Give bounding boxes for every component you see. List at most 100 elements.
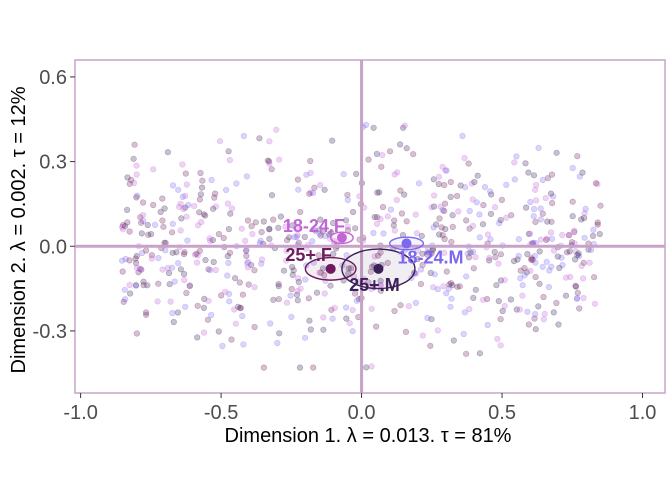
data-point [183, 213, 190, 220]
data-point [134, 192, 141, 199]
data-point [365, 279, 372, 286]
data-point [494, 335, 501, 343]
data-point [368, 363, 375, 370]
data-point [448, 295, 455, 302]
data-point [443, 167, 450, 174]
data-point [320, 326, 327, 333]
centroid-18-24.F [336, 232, 347, 243]
data-point [175, 260, 182, 267]
data-point [428, 204, 435, 211]
data-point [182, 192, 189, 199]
data-point [119, 226, 127, 233]
data-point [539, 210, 546, 217]
data-point [159, 266, 166, 273]
data-point [182, 204, 189, 211]
data-point [571, 256, 579, 263]
data-point [511, 176, 518, 183]
data-point [170, 318, 177, 326]
data-point [305, 295, 312, 302]
data-point [414, 255, 421, 263]
data-point [140, 199, 147, 206]
data-point [441, 207, 448, 215]
y-tick-label: 0.0 [39, 236, 67, 258]
data-point [495, 298, 502, 305]
x-tick-label: 1.0 [629, 402, 657, 424]
data-point [118, 223, 126, 231]
data-point [245, 281, 252, 288]
data-point [310, 189, 317, 197]
data-point [169, 249, 176, 256]
data-point [373, 150, 381, 157]
data-point [344, 223, 351, 230]
data-point [267, 320, 274, 327]
data-point [535, 144, 542, 151]
data-point [133, 252, 140, 260]
data-point [140, 212, 147, 219]
data-point [412, 299, 420, 307]
data-point [194, 222, 202, 229]
data-point [133, 264, 141, 272]
data-point [171, 278, 178, 285]
data-point [447, 193, 454, 200]
data-point [575, 253, 583, 260]
data-point [283, 247, 290, 254]
data-point [282, 223, 289, 230]
data-point [415, 180, 423, 187]
data-point [550, 309, 557, 316]
data-point [294, 275, 302, 282]
data-point [183, 181, 190, 188]
data-point [531, 315, 538, 322]
data-point [537, 205, 544, 212]
data-point [537, 216, 544, 223]
data-point [424, 314, 431, 322]
data-point [238, 225, 245, 232]
data-point [573, 295, 581, 302]
data-point [574, 289, 581, 297]
data-point [448, 238, 455, 245]
data-point [294, 176, 302, 183]
data-point [405, 303, 413, 310]
data-point [260, 218, 267, 225]
data-point [331, 304, 338, 312]
data-point [151, 221, 159, 228]
category-label-25+.M: 25+.M [349, 275, 400, 295]
data-point [371, 253, 378, 260]
data-point [417, 266, 425, 273]
data-point [443, 268, 450, 275]
data-point [501, 276, 508, 284]
data-point [316, 226, 323, 233]
data-point [249, 230, 256, 238]
data-point [525, 230, 533, 237]
data-point [535, 303, 542, 310]
data-point [225, 259, 232, 267]
data-point [312, 227, 319, 234]
data-point [276, 330, 283, 337]
data-point [541, 310, 548, 318]
data-point [275, 283, 282, 290]
data-point [578, 216, 585, 223]
data-point [307, 326, 314, 333]
data-point [581, 210, 588, 217]
data-point [258, 256, 266, 263]
data-point [549, 193, 557, 200]
data-point [210, 258, 217, 266]
data-point [297, 208, 304, 216]
data-point [345, 265, 352, 272]
data-point [594, 221, 601, 228]
data-point [127, 290, 134, 297]
data-point [122, 255, 129, 263]
data-point [120, 298, 127, 305]
data-point [205, 297, 212, 304]
data-point [124, 174, 131, 181]
data-point [496, 220, 503, 227]
category-centroids [325, 232, 412, 274]
data-point [437, 203, 444, 210]
data-point [227, 210, 234, 217]
data-point [540, 316, 547, 323]
data-point [486, 254, 493, 261]
data-point [177, 227, 184, 234]
y-tick-label: 0.3 [39, 152, 67, 174]
data-point [536, 280, 543, 287]
data-point [441, 249, 448, 256]
centroid-25+.F [325, 263, 336, 274]
